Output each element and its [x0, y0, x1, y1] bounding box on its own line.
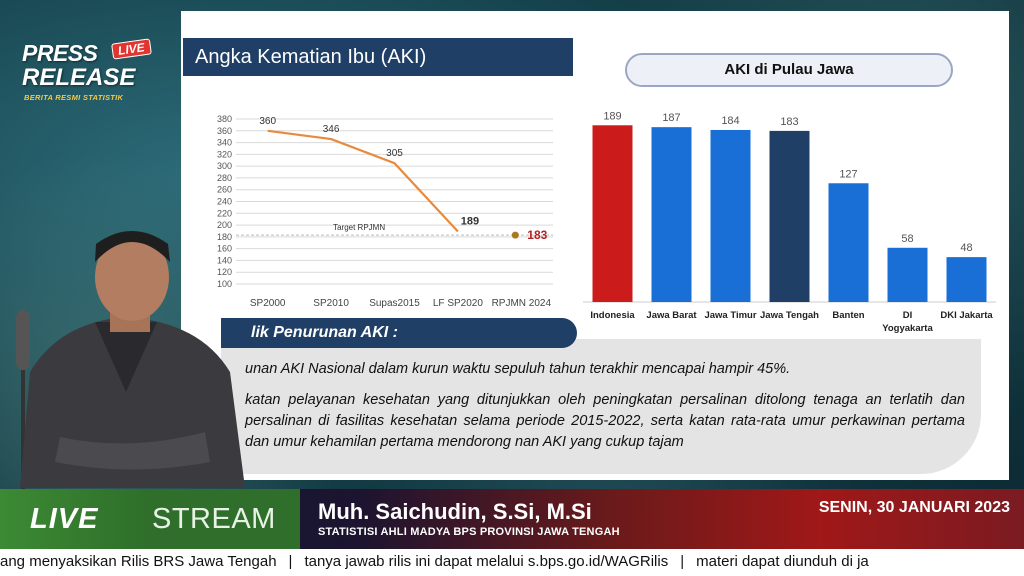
target-label: Target RPJMN	[333, 223, 385, 232]
y-tick-label: 100	[217, 279, 232, 289]
press-release-logo: PRESS LIVE RELEASE BERITA RESMI STATISTI…	[22, 38, 152, 110]
logo-live-badge: LIVE	[111, 38, 152, 60]
slide-title: Angka Kematian Ibu (AKI)	[183, 38, 573, 76]
series-line	[267, 129, 459, 233]
stream-box	[145, 489, 300, 549]
y-tick-label: 260	[217, 185, 232, 195]
bar-value-label: 48	[960, 242, 972, 254]
bar	[651, 127, 692, 302]
x-tick-label: Jawa Timur	[704, 310, 756, 321]
bar	[946, 257, 987, 302]
x-tick-label: SP2000	[250, 298, 286, 309]
explanation-bullet-2: katan pelayanan kesehatan yang ditunjukk…	[245, 392, 965, 450]
y-tick-label: 200	[217, 220, 232, 230]
presenter-name: Muh. Saichudin, S.Si, M.Si	[318, 499, 592, 524]
y-tick-label: 280	[217, 173, 232, 183]
bar-value-label: 183	[780, 116, 798, 128]
stream-label: STREAM	[152, 503, 276, 535]
x-tick-label: LF SP2020	[433, 298, 483, 309]
ticker-item: tanya jawab rilis ini dapat melalui s.bp…	[304, 553, 669, 570]
bar	[769, 130, 810, 302]
right-chart-title: AKI di Pulau Jawa	[625, 53, 953, 87]
x-tick-label: Banten	[832, 310, 864, 321]
aki-trend-line-chart: 1001201401601802002202402602803003203403…	[217, 114, 553, 309]
bar	[710, 129, 751, 302]
x-tick-label: DI	[903, 310, 913, 321]
y-tick-label: 120	[217, 267, 232, 277]
x-tick-label: SP2010	[313, 298, 349, 309]
data-label: 305	[386, 148, 403, 159]
presentation-slide: Angka Kematian Ibu (AKI) 100 120 140 160 180…	[181, 11, 1009, 480]
presenter-video	[20, 231, 245, 488]
bar-value-label: 187	[662, 112, 680, 124]
logo-release-text: RELEASE	[22, 64, 136, 91]
bar-value-label: 184	[721, 115, 739, 127]
bar	[592, 125, 633, 302]
live-box	[0, 489, 145, 549]
y-tick-label: 140	[217, 255, 232, 265]
x-tick-label: Supas2015	[369, 298, 420, 309]
y-tick-label: 240	[217, 197, 232, 207]
x-tick-label: Jawa Tengah	[760, 310, 819, 321]
y-tick-label: 320	[217, 149, 232, 159]
bar-value-label: 127	[839, 168, 857, 180]
bar	[828, 183, 869, 302]
microphone	[16, 310, 30, 490]
y-tick-label: 220	[217, 208, 232, 218]
ticker-item: materi dapat diunduh di ja	[696, 553, 869, 570]
broadcast-date: SENIN, 30 JANUARI 2023	[818, 499, 1010, 516]
logo-tagline: BERITA RESMI STATISTIK	[24, 93, 124, 102]
ticker-text: ang menyaksikan Rilis BRS Jawa Tengah | ta…	[0, 553, 869, 570]
target-point	[511, 231, 519, 239]
aki-java-bar-chart: 189 Indonesia 187 Jawa Barat 184 Jawa Timur 18…	[583, 110, 996, 334]
y-tick-label: 160	[217, 244, 232, 254]
data-label: 189	[461, 216, 479, 228]
logo-press-text: PRESS	[22, 40, 98, 66]
ticker-separator: |	[288, 553, 293, 570]
presenter-role: STATISTISI AHLI MADYA BPS PROVINSI JAWA …	[318, 526, 620, 538]
y-tick-label: 300	[217, 161, 232, 171]
data-label: 360	[259, 116, 276, 127]
ticker-item: ang menyaksikan Rilis BRS Jawa Tengah	[0, 553, 277, 570]
cause-heading: lik Penurunan AKI :	[221, 318, 577, 348]
y-tick-label: 360	[217, 126, 232, 136]
data-label: 346	[323, 124, 340, 135]
target-value-label: 183	[527, 228, 547, 242]
x-tick-label: RPJMN 2024	[492, 298, 552, 309]
x-tick-label: Indonesia	[590, 310, 635, 321]
x-tick-label: Yogyakarta	[882, 323, 933, 334]
x-tick-label: DKI Jakarta	[940, 310, 993, 321]
explanation-bullet-1: unan AKI Nasional dalam kurun waktu sepu…	[245, 361, 791, 377]
y-tick-label: 340	[217, 138, 232, 148]
y-tick-label: 380	[217, 114, 232, 124]
explanation-panel	[221, 339, 981, 474]
bar	[887, 247, 928, 302]
bar-value-label: 189	[603, 110, 621, 122]
lower-third-banner: LIVE STREAM Muh. Saichudin, S.Si, M.Si S…	[0, 489, 1024, 549]
live-label: LIVE	[30, 503, 99, 535]
bar-value-label: 58	[901, 233, 913, 245]
x-tick-label: Jawa Barat	[646, 310, 697, 321]
ticker-separator: |	[680, 553, 685, 570]
y-tick-label: 180	[217, 232, 232, 242]
news-ticker: ang menyaksikan Rilis BRS Jawa Tengah | ta…	[0, 549, 1024, 576]
